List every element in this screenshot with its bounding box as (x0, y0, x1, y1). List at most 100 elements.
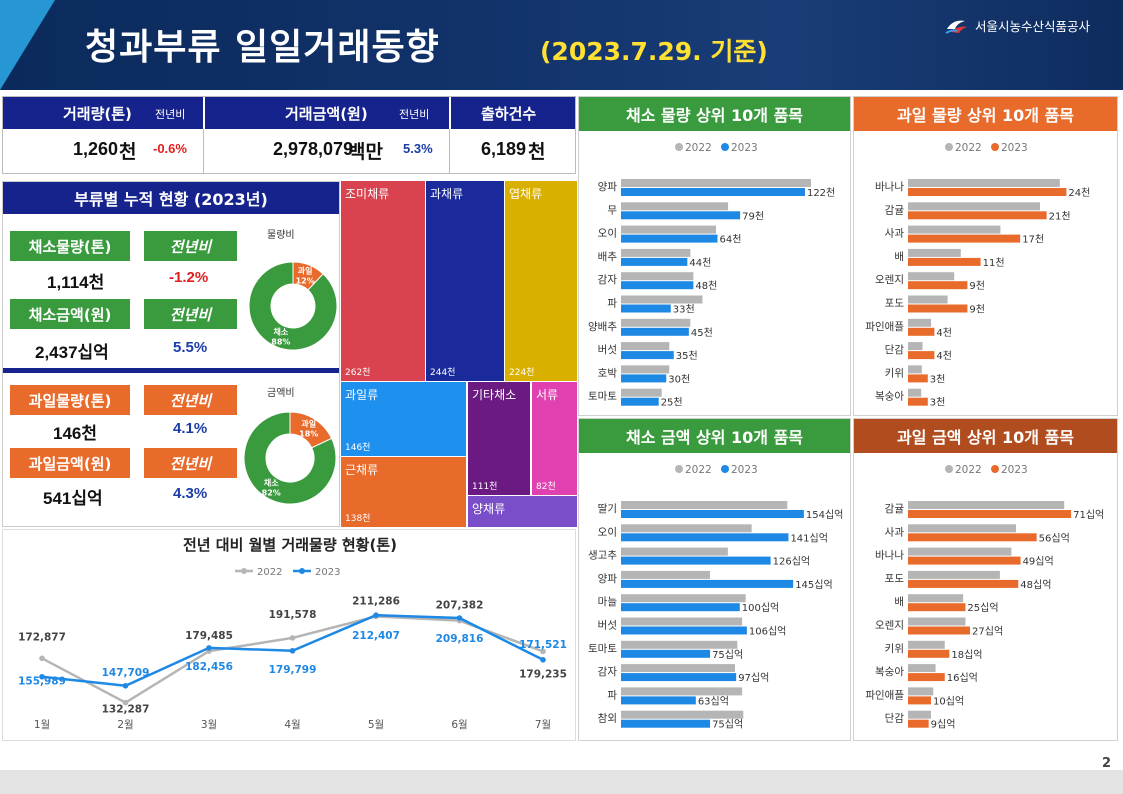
bar-value-label: 11천 (983, 257, 1005, 269)
treemap-tile-value: 224천 (509, 368, 535, 378)
bar-value-label: 25십억 (967, 602, 998, 614)
category-label: 오렌지 (875, 274, 904, 286)
treemap-tile-value: 244천 (430, 368, 456, 378)
veg-amount-panel: 채소 금액 상위 10개 품목 2022 2023 딸기 154십억 오이 141십억 생고… (578, 418, 851, 741)
data-point (540, 656, 546, 663)
data-label: 147,709 (102, 667, 150, 679)
category-label: 무 (607, 204, 617, 216)
bar-value-label: 35천 (676, 350, 698, 362)
bar-value-label: 45천 (691, 327, 713, 339)
count-value: 6,189 (481, 139, 527, 159)
legend-label: 2023 (1001, 464, 1028, 476)
volume-label: 거래량(톤) (63, 105, 132, 123)
data-point (456, 615, 463, 621)
x-tick-label: 4월 (284, 719, 300, 731)
category-label: 호박 (598, 367, 618, 379)
bar-2023 (621, 304, 671, 313)
category-label: 단감 (885, 713, 905, 725)
bar-2022 (621, 179, 811, 187)
bar-2022 (908, 248, 961, 257)
footer-bar (0, 770, 1123, 794)
page-number: 2 (1101, 756, 1111, 771)
treemap-tile-label: 과일류 (345, 388, 379, 402)
legend-label: 2022 (955, 142, 982, 154)
legend-marker (675, 143, 683, 151)
bar-value-label: 10십억 (933, 695, 964, 707)
volume-yoy: -0.6% (153, 141, 187, 156)
data-label: 212,407 (352, 630, 400, 642)
monthly-volume-panel: 전년 대비 월별 거래물량 현황(톤) 2022 2023 172,877 132,2… (2, 529, 576, 741)
fruit-volume-yoy: 4.1% (173, 420, 208, 437)
bar-2022 (621, 524, 752, 533)
bar-2023 (908, 211, 1047, 220)
x-tick-label: 1월 (34, 719, 50, 731)
category-label: 딸기 (598, 503, 617, 515)
bar-value-label: 79천 (742, 210, 764, 222)
veg-volume-yoy-badge: 전년비 (144, 231, 237, 261)
bar-2022 (908, 640, 945, 649)
category-label: 배 (894, 251, 904, 263)
bar-2022 (621, 640, 738, 649)
bar-2022 (908, 365, 922, 374)
amount-unit: 백만 (348, 142, 383, 163)
bar-value-label: 18십억 (951, 649, 982, 661)
category-label: 감자 (598, 666, 618, 678)
bar-2023 (621, 351, 674, 360)
fruit-amount-yoy: 4.3% (173, 485, 208, 502)
bar-value-label: 106십억 (749, 626, 787, 638)
bar-value-label: 154십억 (806, 509, 844, 521)
bar-2022 (621, 594, 746, 603)
bar-2022 (621, 710, 744, 719)
category-label: 양파 (598, 181, 618, 193)
veg-amount-yoy: 5.5% (173, 339, 208, 356)
bar-2023 (621, 673, 737, 682)
bar-2023 (621, 556, 771, 565)
category-label: 사과 (885, 526, 905, 538)
treemap-tile-value: 111천 (472, 482, 498, 492)
bar-2023 (908, 397, 928, 406)
bar-2022 (621, 225, 716, 234)
bar-2022 (908, 225, 1001, 234)
legend-marker (299, 568, 305, 574)
bar-2023 (621, 579, 794, 588)
bar-2022 (908, 388, 922, 397)
veg-amount-badge: 채소금액(원) (10, 299, 130, 329)
bar-2022 (621, 365, 670, 374)
category-label: 파 (607, 689, 617, 701)
bar-2023 (621, 603, 740, 612)
volume-header: 거래량(톤) 전년비 (3, 97, 203, 129)
bar-2023 (908, 719, 929, 728)
fruit-volume-panel: 과일 물량 상위 10개 품목 2022 2023 바나나 24천 감귤 21천 사과 17천… (853, 96, 1118, 416)
category-label: 키위 (885, 366, 904, 379)
bar-value-label: 4천 (936, 350, 952, 362)
section-divider (3, 368, 339, 373)
bar-2023 (908, 533, 1037, 542)
category-label: 바나나 (875, 550, 904, 562)
bar-2023 (621, 533, 789, 542)
treemap-tile-label: 조미채류 (345, 187, 390, 201)
bar-value-label: 75십억 (712, 649, 743, 661)
legend-marker (675, 465, 683, 473)
bar-2022 (908, 342, 923, 351)
bar-2023 (621, 234, 718, 243)
x-tick-label: 5월 (368, 719, 384, 731)
legend-marker (945, 465, 953, 473)
bar-2022 (908, 179, 1060, 187)
bar-2023 (621, 327, 689, 336)
bar-2022 (621, 687, 743, 696)
treemap-tile: 엽채류 224천 (505, 181, 577, 381)
x-tick-label: 3월 (201, 719, 217, 731)
data-label: 207,382 (436, 600, 484, 612)
donut-slice-fruit-pct: 12% (296, 276, 315, 285)
bar-value-label: 126십억 (773, 556, 811, 568)
bar-value-label: 27십억 (972, 626, 1003, 638)
bar-legend: 2022 2023 (675, 464, 758, 476)
bar-2022 (908, 318, 932, 327)
data-label: 155,989 (18, 676, 66, 688)
summary-panel: 거래량(톤) 전년비 거래금액(원) 전년비 출하건수 1,260 천 -0.6… (2, 96, 576, 174)
fruit-amount-badge: 과일금액(원) (10, 448, 130, 478)
data-point (289, 647, 296, 654)
volume-yoy-label: 전년비 (155, 108, 186, 121)
